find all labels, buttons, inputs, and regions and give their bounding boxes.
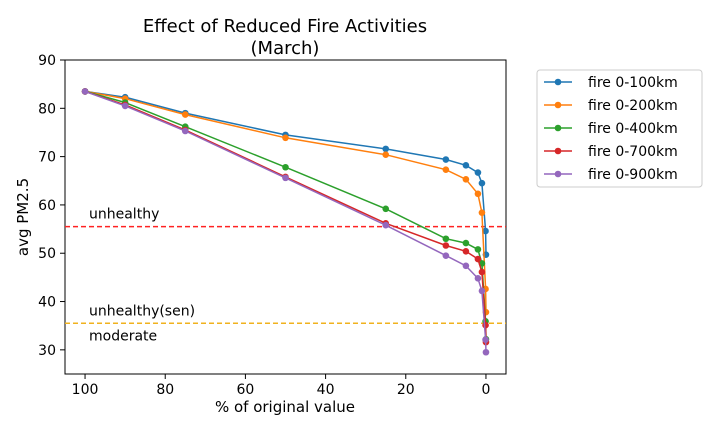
series-point-1 xyxy=(282,134,289,142)
chart-title-line2: (March) xyxy=(251,38,320,59)
series-point-2 xyxy=(474,246,482,253)
series-point-0 xyxy=(462,162,470,169)
series-point-0 xyxy=(478,179,486,187)
threshold-label-0: unhealthy xyxy=(89,207,159,223)
series-point-2 xyxy=(442,235,450,243)
chart-title-line1: Effect of Reduced Fire Activities xyxy=(143,16,427,37)
series-point-2 xyxy=(462,239,470,247)
plot-frame xyxy=(64,59,507,375)
x-tick-label: 40 xyxy=(317,382,335,398)
legend-swatch-marker-4 xyxy=(554,170,562,178)
series-point-0 xyxy=(382,145,390,153)
series-point-1 xyxy=(442,166,450,173)
series-point-3 xyxy=(442,242,450,249)
legend-swatch-marker-1 xyxy=(554,101,562,109)
legend-label-4: fire 0-900km xyxy=(588,167,678,183)
x-tick-label: 100 xyxy=(72,382,99,398)
legend-swatch-marker-0 xyxy=(554,78,562,86)
series-point-1 xyxy=(478,209,486,216)
series-point-4 xyxy=(482,348,490,356)
series-point-4 xyxy=(442,252,450,259)
y-tick-label: 50 xyxy=(38,246,56,262)
series-point-0 xyxy=(474,169,482,176)
legend: fire 0-100km fire 0-200km fire 0-400km fire… xyxy=(536,69,703,188)
series-point-1 xyxy=(181,111,189,118)
x-tick-label: 20 xyxy=(397,382,415,398)
legend-label-3: fire 0-700km xyxy=(588,144,678,160)
series-point-3 xyxy=(478,268,486,276)
x-tick-label: 60 xyxy=(236,382,254,398)
y-tick-label: 30 xyxy=(38,343,56,359)
series-line-1 xyxy=(84,90,487,313)
series-layer xyxy=(81,88,490,356)
threshold-label-1: unhealthy(sen) xyxy=(89,303,195,319)
moderate-label: moderate xyxy=(89,328,157,344)
series-point-2 xyxy=(282,163,289,171)
legend-box xyxy=(536,69,703,188)
y-tick-label: 70 xyxy=(38,150,56,166)
y-tick-label: 90 xyxy=(38,53,56,69)
series-point-4 xyxy=(478,287,486,295)
series-point-3 xyxy=(462,247,470,255)
series-point-2 xyxy=(382,205,390,213)
tick-layer: 100 80 60 40 20 0 30 40 50 60 70 80 90 xyxy=(38,53,490,398)
legend-swatch-marker-2 xyxy=(554,124,562,132)
y-axis-label: avg PM2.5 xyxy=(14,178,32,256)
series-line-0 xyxy=(84,90,487,255)
y-tick-label: 80 xyxy=(38,101,56,117)
series-point-1 xyxy=(474,190,482,198)
series-point-4 xyxy=(482,336,489,344)
series-point-4 xyxy=(282,174,289,182)
legend-label-1: fire 0-200km xyxy=(588,98,678,114)
series-point-0 xyxy=(442,156,450,163)
threshold-layer: unhealthy unhealthy(sen) moderate xyxy=(65,207,506,344)
series-point-4 xyxy=(181,127,189,135)
x-axis-label: % of original value xyxy=(215,398,355,416)
x-tick-label: 80 xyxy=(156,382,174,398)
y-tick-label: 40 xyxy=(38,295,56,311)
series-point-1 xyxy=(382,151,390,158)
legend-swatch-marker-3 xyxy=(554,147,562,155)
y-tick-label: 60 xyxy=(38,198,56,214)
x-tick-label: 0 xyxy=(481,382,490,398)
series-point-4 xyxy=(462,262,470,270)
series-point-4 xyxy=(81,88,89,95)
series-point-4 xyxy=(382,221,390,229)
series-point-4 xyxy=(121,102,129,110)
series-point-3 xyxy=(474,255,482,263)
legend-label-2: fire 0-400km xyxy=(588,121,678,137)
series-point-3 xyxy=(482,321,489,329)
series-point-4 xyxy=(474,275,482,282)
series-point-0 xyxy=(482,227,489,235)
legend-label-0: fire 0-100km xyxy=(588,75,678,91)
series-point-1 xyxy=(462,176,470,183)
